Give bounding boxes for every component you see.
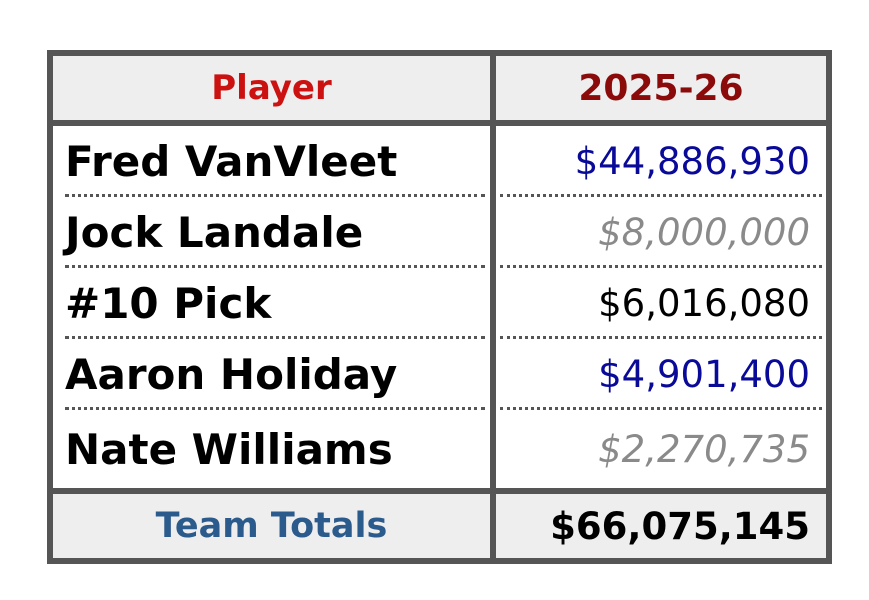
- table-row: Fred VanVleet $44,886,930: [53, 126, 826, 197]
- table-row: Aaron Holiday $4,901,400: [53, 339, 826, 410]
- table-header: Player 2025-26: [53, 56, 826, 126]
- player-name: Nate Williams: [65, 424, 393, 474]
- table-row: Nate Williams $2,270,735: [53, 410, 826, 488]
- row-divider: [500, 407, 822, 410]
- player-name: Fred VanVleet: [65, 137, 398, 186]
- table-row: #10 Pick $6,016,080: [53, 268, 826, 339]
- row-divider: [500, 265, 822, 268]
- table-footer: Team Totals $66,075,145: [53, 488, 826, 558]
- header-cell-player: Player: [53, 56, 490, 120]
- header-cell-season: 2025-26: [496, 56, 826, 120]
- player-name: Jock Landale: [65, 208, 364, 257]
- salary-value: $4,901,400: [598, 353, 810, 396]
- row-divider: [500, 194, 822, 197]
- column-divider: [490, 56, 496, 558]
- row-divider: [65, 407, 485, 410]
- salary-value: $44,886,930: [574, 140, 810, 183]
- row-divider: [65, 265, 485, 268]
- salary-value: $6,016,080: [598, 282, 810, 325]
- row-divider: [500, 336, 822, 339]
- totals-label-cell: Team Totals: [53, 494, 490, 558]
- row-divider: [65, 336, 485, 339]
- header-season-label: 2025-26: [578, 67, 744, 109]
- header-player-label: Player: [211, 68, 332, 108]
- player-name: Aaron Holiday: [65, 350, 398, 399]
- salary-table: Player 2025-26 Fred VanVleet $44,886,930…: [47, 50, 832, 564]
- salary-value: $8,000,000: [598, 211, 810, 254]
- player-name: #10 Pick: [65, 279, 272, 328]
- team-totals-label: Team Totals: [155, 506, 388, 546]
- table-row: Jock Landale $8,000,000: [53, 197, 826, 268]
- totals-value-cell: $66,075,145: [496, 494, 826, 558]
- team-totals-value: $66,075,145: [550, 504, 810, 548]
- row-divider: [65, 194, 485, 197]
- salary-value: $2,270,735: [598, 427, 810, 471]
